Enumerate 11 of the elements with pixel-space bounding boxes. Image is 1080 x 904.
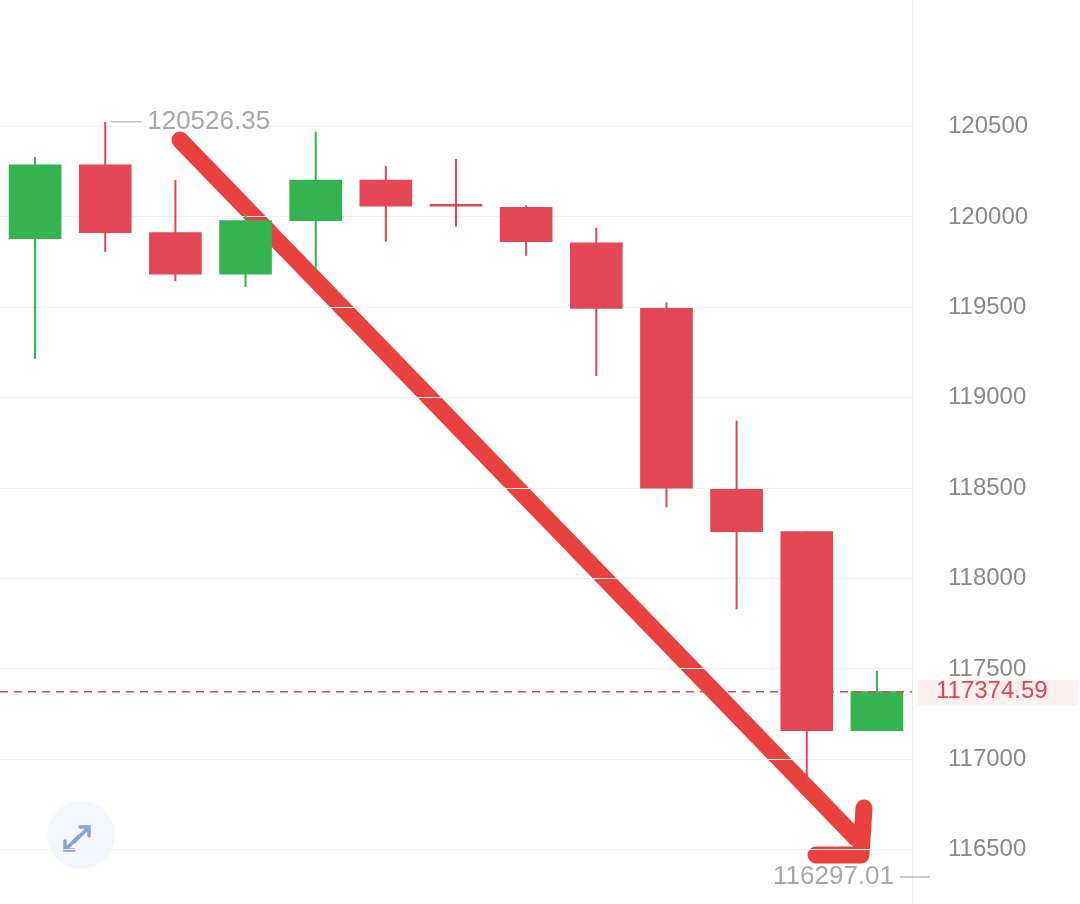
y-tick-label: 117000 <box>948 743 1027 771</box>
annotation: 116297.01 <box>773 860 894 891</box>
candlestick <box>429 157 483 228</box>
y-tick-label: 120000 <box>948 201 1029 229</box>
y-tick-label: 119000 <box>948 382 1027 410</box>
y-tick-label: 116500 <box>948 834 1027 862</box>
y-tick-label: 118000 <box>948 563 1027 591</box>
y-tick-label: 119500 <box>948 291 1027 319</box>
y-tick-label: 118500 <box>948 472 1027 500</box>
annotation: 120526.35 <box>147 104 271 135</box>
y-tick-label: 120500 <box>948 111 1029 139</box>
